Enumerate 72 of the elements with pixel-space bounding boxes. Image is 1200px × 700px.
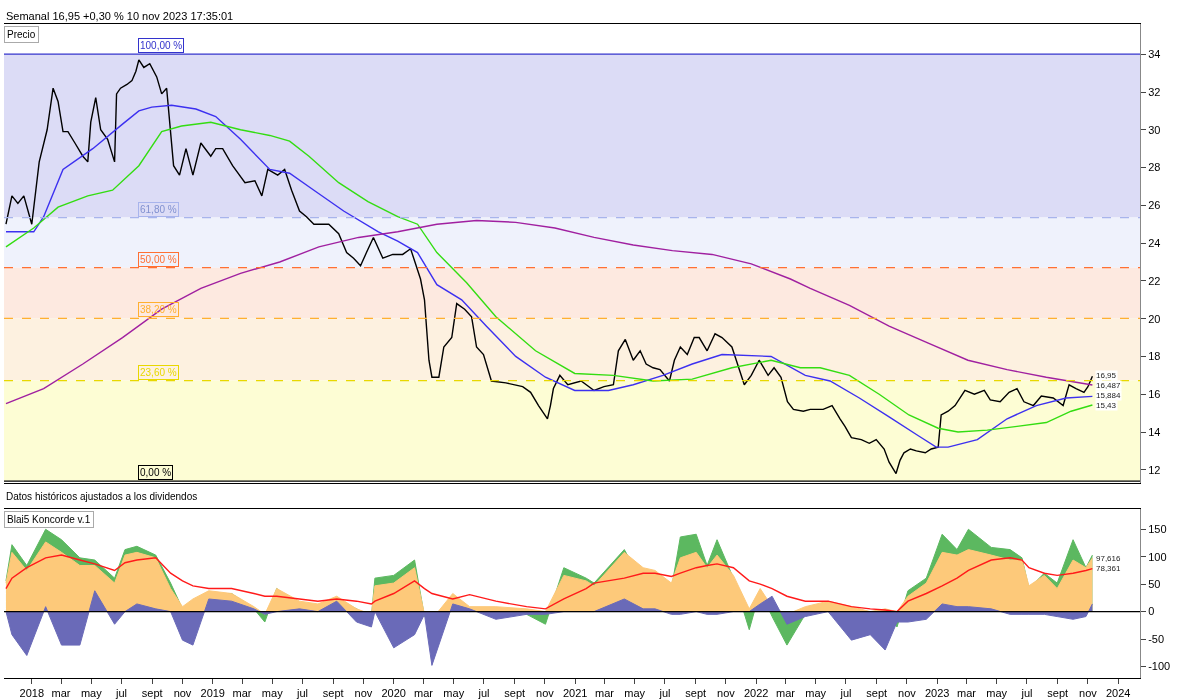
text: Datos históricos ajustados a los dividendos	[6, 491, 198, 502]
x-tick-label: may	[261, 687, 284, 700]
y-tick-label: -50	[1148, 632, 1165, 645]
x-tick-label: may	[805, 687, 827, 700]
x-tick-label: 2020	[381, 687, 406, 700]
y-tick-label: 20	[1148, 312, 1161, 325]
annotation: 16,487	[1096, 381, 1122, 390]
x-tick-label: mar	[232, 687, 252, 700]
y-tick-label: 0	[1148, 605, 1155, 618]
y-tick-label: 32	[1148, 85, 1161, 98]
y-tick-label: 28	[1148, 161, 1161, 174]
x-tick-label: nov	[536, 687, 555, 700]
y-tick-label: 50	[1148, 578, 1161, 591]
x-tick-label: sept	[504, 687, 526, 700]
text: Blai5 Koncorde v.1	[7, 514, 91, 525]
y-tick-label: 22	[1148, 274, 1161, 287]
annotation: 50,00 %	[140, 254, 177, 265]
x-tick-label: nov	[717, 687, 736, 700]
x-tick-label: mar	[956, 687, 977, 700]
annotation: 15,884	[1096, 391, 1122, 400]
x-tick-label: mar	[414, 687, 434, 700]
x-tick-label: may	[624, 687, 646, 700]
x-tick-label: sept	[1047, 687, 1069, 700]
y-tick-label: 26	[1148, 199, 1161, 212]
x-tick-label: jul	[477, 687, 490, 700]
y-tick-label: 12	[1148, 463, 1161, 476]
x-tick-label: jul	[1020, 687, 1033, 700]
x-tick-label: mar	[51, 687, 71, 700]
x-tick-label: jul	[115, 687, 128, 700]
x-tick-label: may	[443, 687, 465, 700]
x-tick-label: 2019	[200, 687, 225, 700]
annotation: 15,43	[1096, 401, 1117, 410]
line-series	[5, 554, 1094, 613]
y-tick-label: 100	[1148, 550, 1167, 563]
y-tick-label: 18	[1148, 350, 1161, 363]
x-tick-label: jul	[839, 687, 852, 700]
x-tick-label: nov	[1079, 687, 1098, 700]
x-tick-label: nov	[898, 687, 917, 700]
annotation: 61,80 %	[140, 204, 177, 215]
x-tick-label: 2023	[924, 687, 950, 700]
y-tick-label: -100	[1148, 660, 1171, 673]
x-tick-label: mar	[775, 687, 796, 700]
annotation: 97,616	[1096, 554, 1122, 563]
x-tick-label: 2018	[19, 687, 45, 700]
x-tick-label: jul	[658, 687, 671, 700]
x-tick-label: 2022	[743, 687, 769, 700]
x-tick-label: nov	[173, 687, 192, 700]
annotation: 23,60 %	[140, 367, 177, 378]
x-tick-label: may	[986, 687, 1008, 700]
text: Precio	[7, 29, 36, 40]
y-tick-label: 150	[1148, 523, 1167, 536]
x-tick-label: sept	[322, 687, 344, 700]
x-tick-label: sept	[866, 687, 888, 700]
x-tick-label: 2024	[1105, 687, 1131, 700]
y-tick-label: 14	[1148, 425, 1161, 438]
chart-title: Semanal 16,95 +0,30 % 10 nov 2023 17:35:01	[6, 10, 234, 23]
annotation: 16,95	[1096, 371, 1117, 380]
x-tick-label: nov	[354, 687, 373, 700]
annotation: 0,00 %	[140, 467, 172, 478]
annotation: 78,361	[1096, 564, 1122, 573]
y-tick-label: 24	[1148, 236, 1161, 249]
y-tick-label: 16	[1148, 388, 1161, 401]
x-tick-label: 2021	[562, 687, 588, 700]
y-tick-label: 34	[1148, 48, 1161, 61]
annotation: 100,00 %	[140, 40, 183, 51]
x-tick-label: mar	[595, 687, 615, 700]
line-series	[5, 219, 1094, 405]
y-tick-label: 30	[1148, 123, 1161, 136]
x-tick-label: sept	[141, 687, 163, 700]
x-tick-label: sept	[685, 687, 707, 700]
x-tick-label: jul	[295, 687, 309, 700]
x-tick-label: may	[80, 687, 103, 700]
